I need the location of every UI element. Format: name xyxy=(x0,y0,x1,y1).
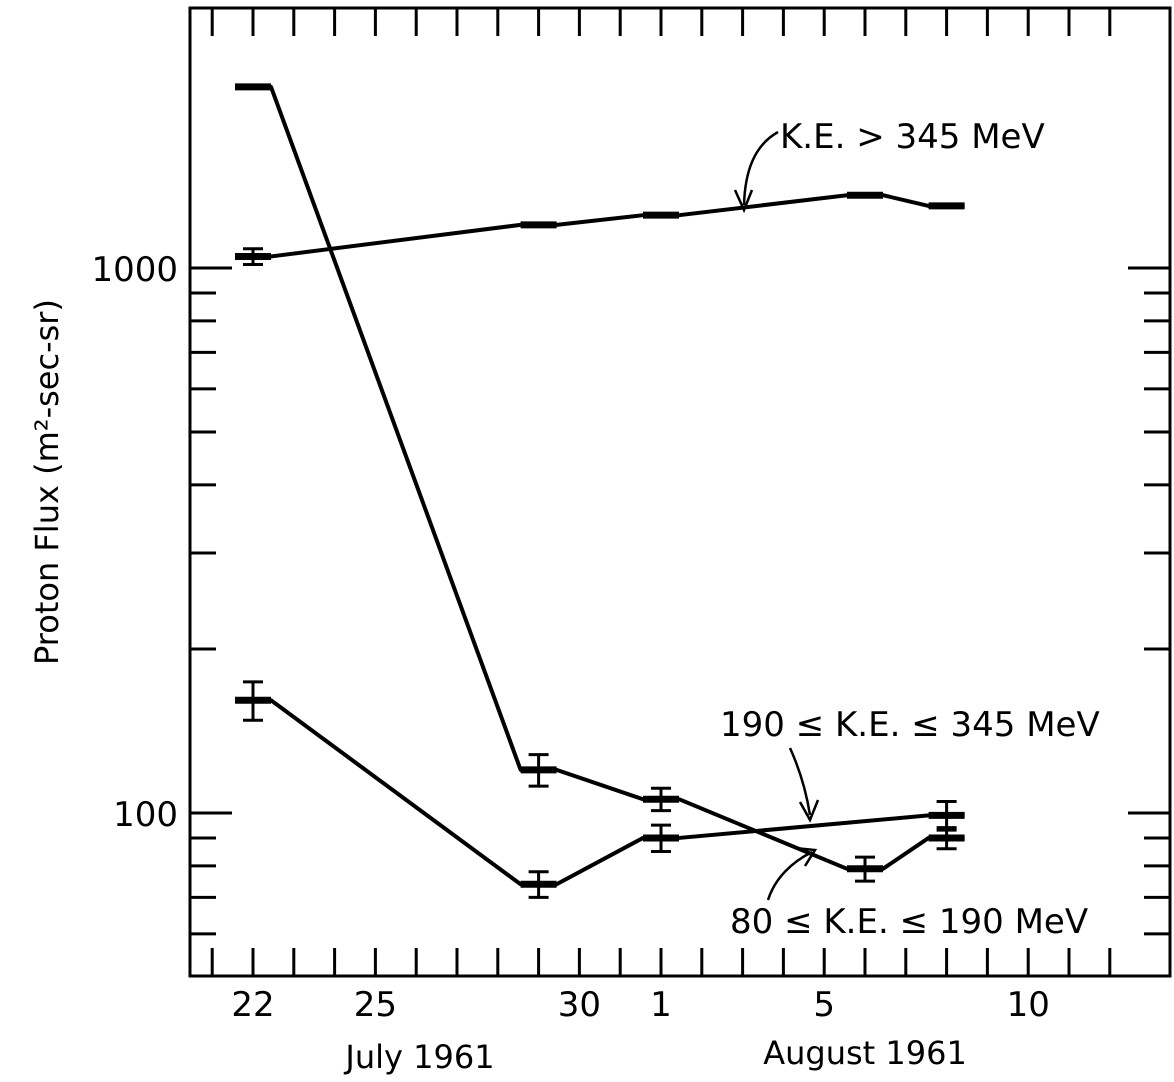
annotation-arrow-190-345 xyxy=(788,747,812,816)
annotation-arrowhead-190-345 xyxy=(798,799,820,823)
series-line xyxy=(235,84,965,871)
y-tick-labels: 100 1000 xyxy=(91,250,178,835)
annotation-arrow-ke-gt-345 xyxy=(742,130,779,206)
series-line xyxy=(235,193,965,259)
y-tick-label: 1000 xyxy=(91,250,178,290)
x-tick-label: 22 xyxy=(231,985,274,1025)
month-label-july: July 1961 xyxy=(343,1038,494,1076)
series-2 xyxy=(235,83,965,883)
x-tick-label: 25 xyxy=(354,985,397,1025)
x-tick-label: 10 xyxy=(1007,985,1050,1025)
annotation-arrowhead-ke-gt-345 xyxy=(733,189,754,214)
annotation-190-345: 190 ≤ K.E. ≤ 345 MeV xyxy=(720,705,1100,745)
x-tick-label: 5 xyxy=(813,985,835,1025)
annotation-80-190: 80 ≤ K.E. ≤ 190 MeV xyxy=(730,902,1088,942)
series-line xyxy=(235,698,965,887)
plot-frame xyxy=(188,6,1172,978)
data-series xyxy=(235,83,965,899)
x-tick-label: 1 xyxy=(650,985,672,1025)
series-1 xyxy=(235,191,965,266)
annotation-arrow-80-190 xyxy=(766,850,813,901)
y-axis-label: Proton Flux (m²-sec-sr) xyxy=(28,299,66,665)
annotation-ke-gt-345: K.E. > 345 MeV xyxy=(780,117,1045,157)
x-tick-label: 30 xyxy=(558,985,601,1025)
month-label-august: August 1961 xyxy=(763,1034,967,1072)
x-tick-labels: 22 25 30 1 5 10 xyxy=(231,985,1049,1025)
annotation-arrowhead-80-190 xyxy=(794,846,818,867)
axis-ticks xyxy=(190,8,1170,976)
y-tick-label: 100 xyxy=(113,795,178,835)
series-3 xyxy=(235,680,965,899)
